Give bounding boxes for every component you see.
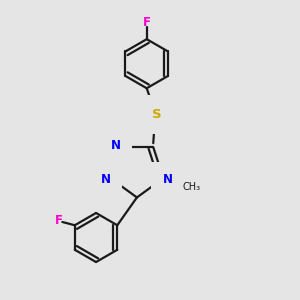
Text: F: F xyxy=(54,214,62,227)
Text: N: N xyxy=(100,173,111,186)
Text: N: N xyxy=(163,173,172,186)
Text: CH₃: CH₃ xyxy=(183,182,201,192)
Text: N: N xyxy=(111,139,121,152)
Text: F: F xyxy=(143,16,151,29)
Text: S: S xyxy=(152,108,161,121)
